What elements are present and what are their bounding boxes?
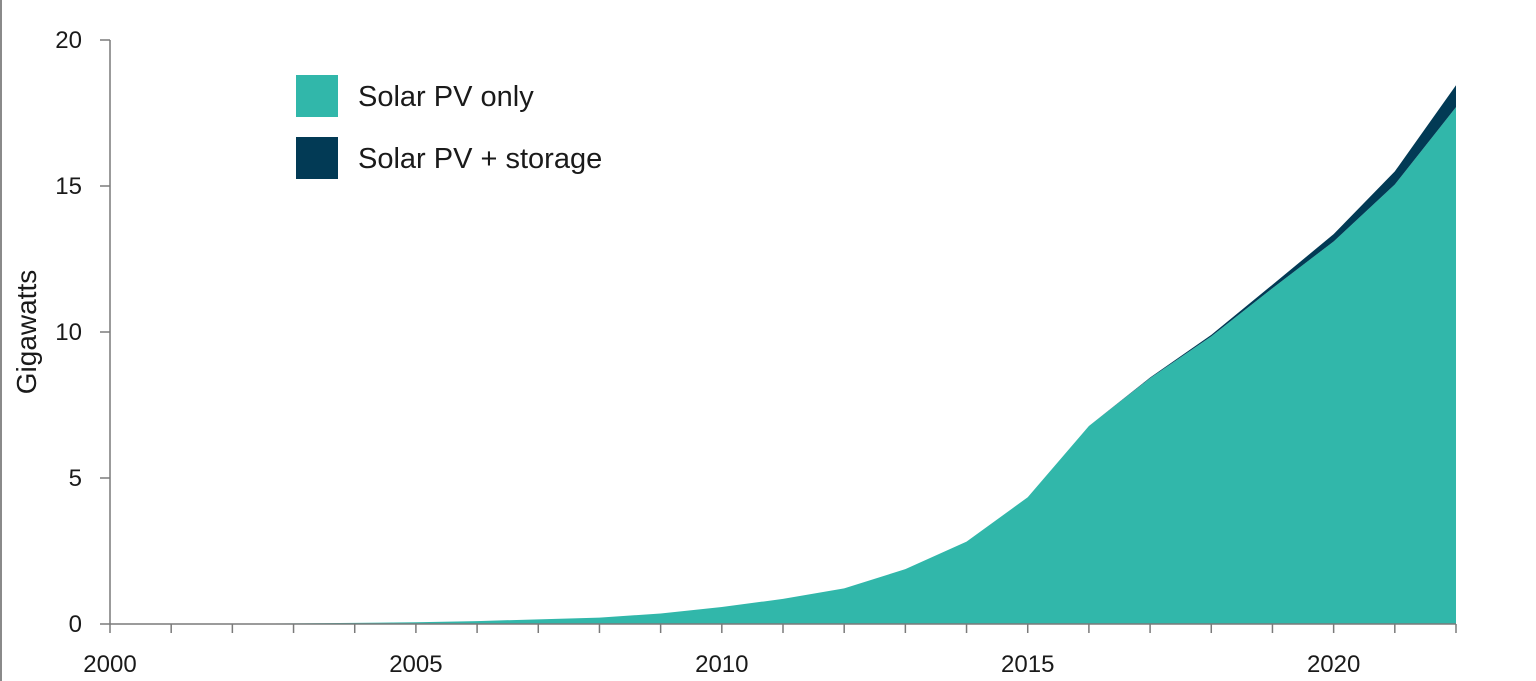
x-tick-label-2000: 2000 — [83, 651, 136, 678]
x-tick-label-2005: 2005 — [389, 651, 442, 678]
y-tick-label-20: 20 — [55, 27, 82, 54]
y-tick-label-5: 5 — [69, 465, 82, 492]
legend-swatch-solar-pv-storage — [296, 137, 338, 179]
area-series-group — [110, 85, 1456, 624]
y-tick-label-15: 15 — [55, 173, 82, 200]
x-tick-label-2020: 2020 — [1307, 651, 1360, 678]
x-tick-label-2010: 2010 — [695, 651, 748, 678]
y-tick-label-0: 0 — [69, 611, 82, 638]
ticks-group: 2000 2005 2010 2015 2020 0 5 10 15 20 — [55, 27, 1457, 678]
legend-label-solar-pv-storage: Solar PV + storage — [358, 143, 602, 175]
legend: Solar PV only Solar PV + storage — [296, 75, 602, 179]
y-axis-label: Gigawatts — [11, 270, 42, 395]
left-frame-edge — [0, 0, 2, 681]
area-solar-pv-only — [110, 107, 1456, 624]
legend-swatch-solar-pv-only — [296, 75, 338, 117]
x-tick-label-2015: 2015 — [1001, 651, 1054, 678]
legend-label-solar-pv-only: Solar PV only — [358, 81, 534, 113]
y-tick-label-10: 10 — [55, 319, 82, 346]
